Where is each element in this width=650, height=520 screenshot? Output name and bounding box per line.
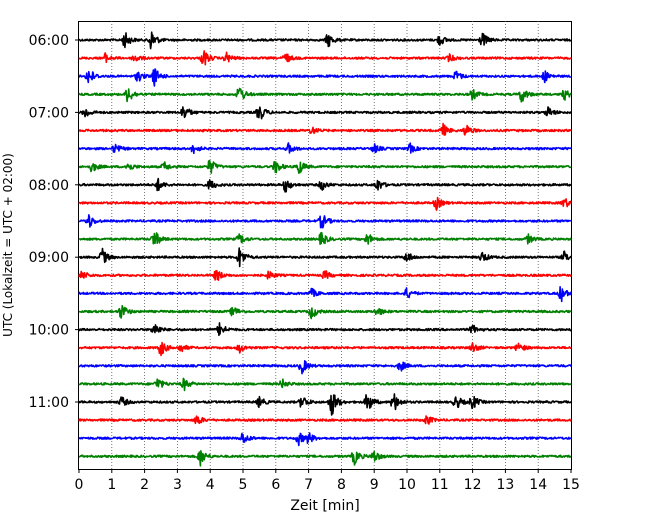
trace-0830 — [78, 214, 572, 229]
trace-0915 — [78, 269, 572, 281]
x-tick-label: 14 — [529, 477, 547, 493]
plot-area — [78, 21, 572, 470]
trace-1130 — [78, 432, 572, 447]
trace-0845 — [78, 231, 572, 245]
y-tick-label: 10:00 — [29, 323, 69, 339]
trace-0800 — [78, 177, 572, 193]
x-tick-label: 0 — [75, 477, 84, 493]
trace-0630 — [78, 68, 572, 87]
trace-0930 — [78, 286, 572, 303]
trace-0645 — [78, 87, 572, 103]
trace-0815 — [78, 196, 572, 211]
trace-0715 — [78, 122, 572, 136]
x-tick-label: 4 — [206, 477, 215, 493]
x-tick-label: 13 — [496, 477, 514, 493]
trace-1115 — [78, 415, 572, 425]
seismic-traces — [78, 31, 572, 467]
trace-1015 — [78, 341, 572, 357]
x-tick-label: 8 — [337, 477, 346, 493]
trace-0600 — [78, 31, 572, 50]
x-tick-label: 3 — [173, 477, 182, 493]
x-tick-label: 11 — [431, 477, 449, 493]
y-tick-label: 09:00 — [29, 250, 69, 266]
y-tick-label: 07:00 — [29, 105, 69, 121]
x-tick-label: 9 — [370, 477, 379, 493]
trace-1030 — [78, 360, 572, 375]
x-tick-label: 6 — [271, 477, 280, 493]
trace-1045 — [78, 377, 572, 392]
trace-1100 — [78, 393, 572, 416]
x-tick-label: 15 — [562, 477, 580, 493]
y-tick-label: 08:00 — [29, 178, 69, 194]
trace-0945 — [78, 305, 572, 320]
y-tick-label: 11:00 — [29, 395, 69, 411]
trace-0900 — [78, 247, 572, 268]
trace-1000 — [78, 322, 572, 337]
trace-0615 — [78, 50, 572, 66]
x-axis-ticks: 0 1 2 3 4 5 6 7 8 9 10 11 12 13 14 15 — [75, 469, 580, 493]
x-tick-label: 7 — [304, 477, 313, 493]
x-axis-label: Zeit [min] — [290, 498, 359, 514]
y-tick-label: 06:00 — [29, 33, 69, 49]
trace-0700 — [78, 106, 572, 120]
x-tick-label: 10 — [398, 477, 416, 493]
trace-1145 — [78, 450, 572, 467]
trace-0745 — [78, 159, 572, 174]
y-axis-label: UTC (Lokalzeit = UTC + 02:00) — [1, 153, 15, 337]
x-tick-label: 5 — [239, 477, 248, 493]
y-axis-ticks: 06:00 07:00 08:00 09:00 10:00 11:00 — [29, 33, 79, 411]
x-tick-label: 2 — [140, 477, 149, 493]
trace-0730 — [78, 142, 572, 155]
x-tick-label: 12 — [464, 477, 482, 493]
x-tick-label: 1 — [107, 477, 116, 493]
